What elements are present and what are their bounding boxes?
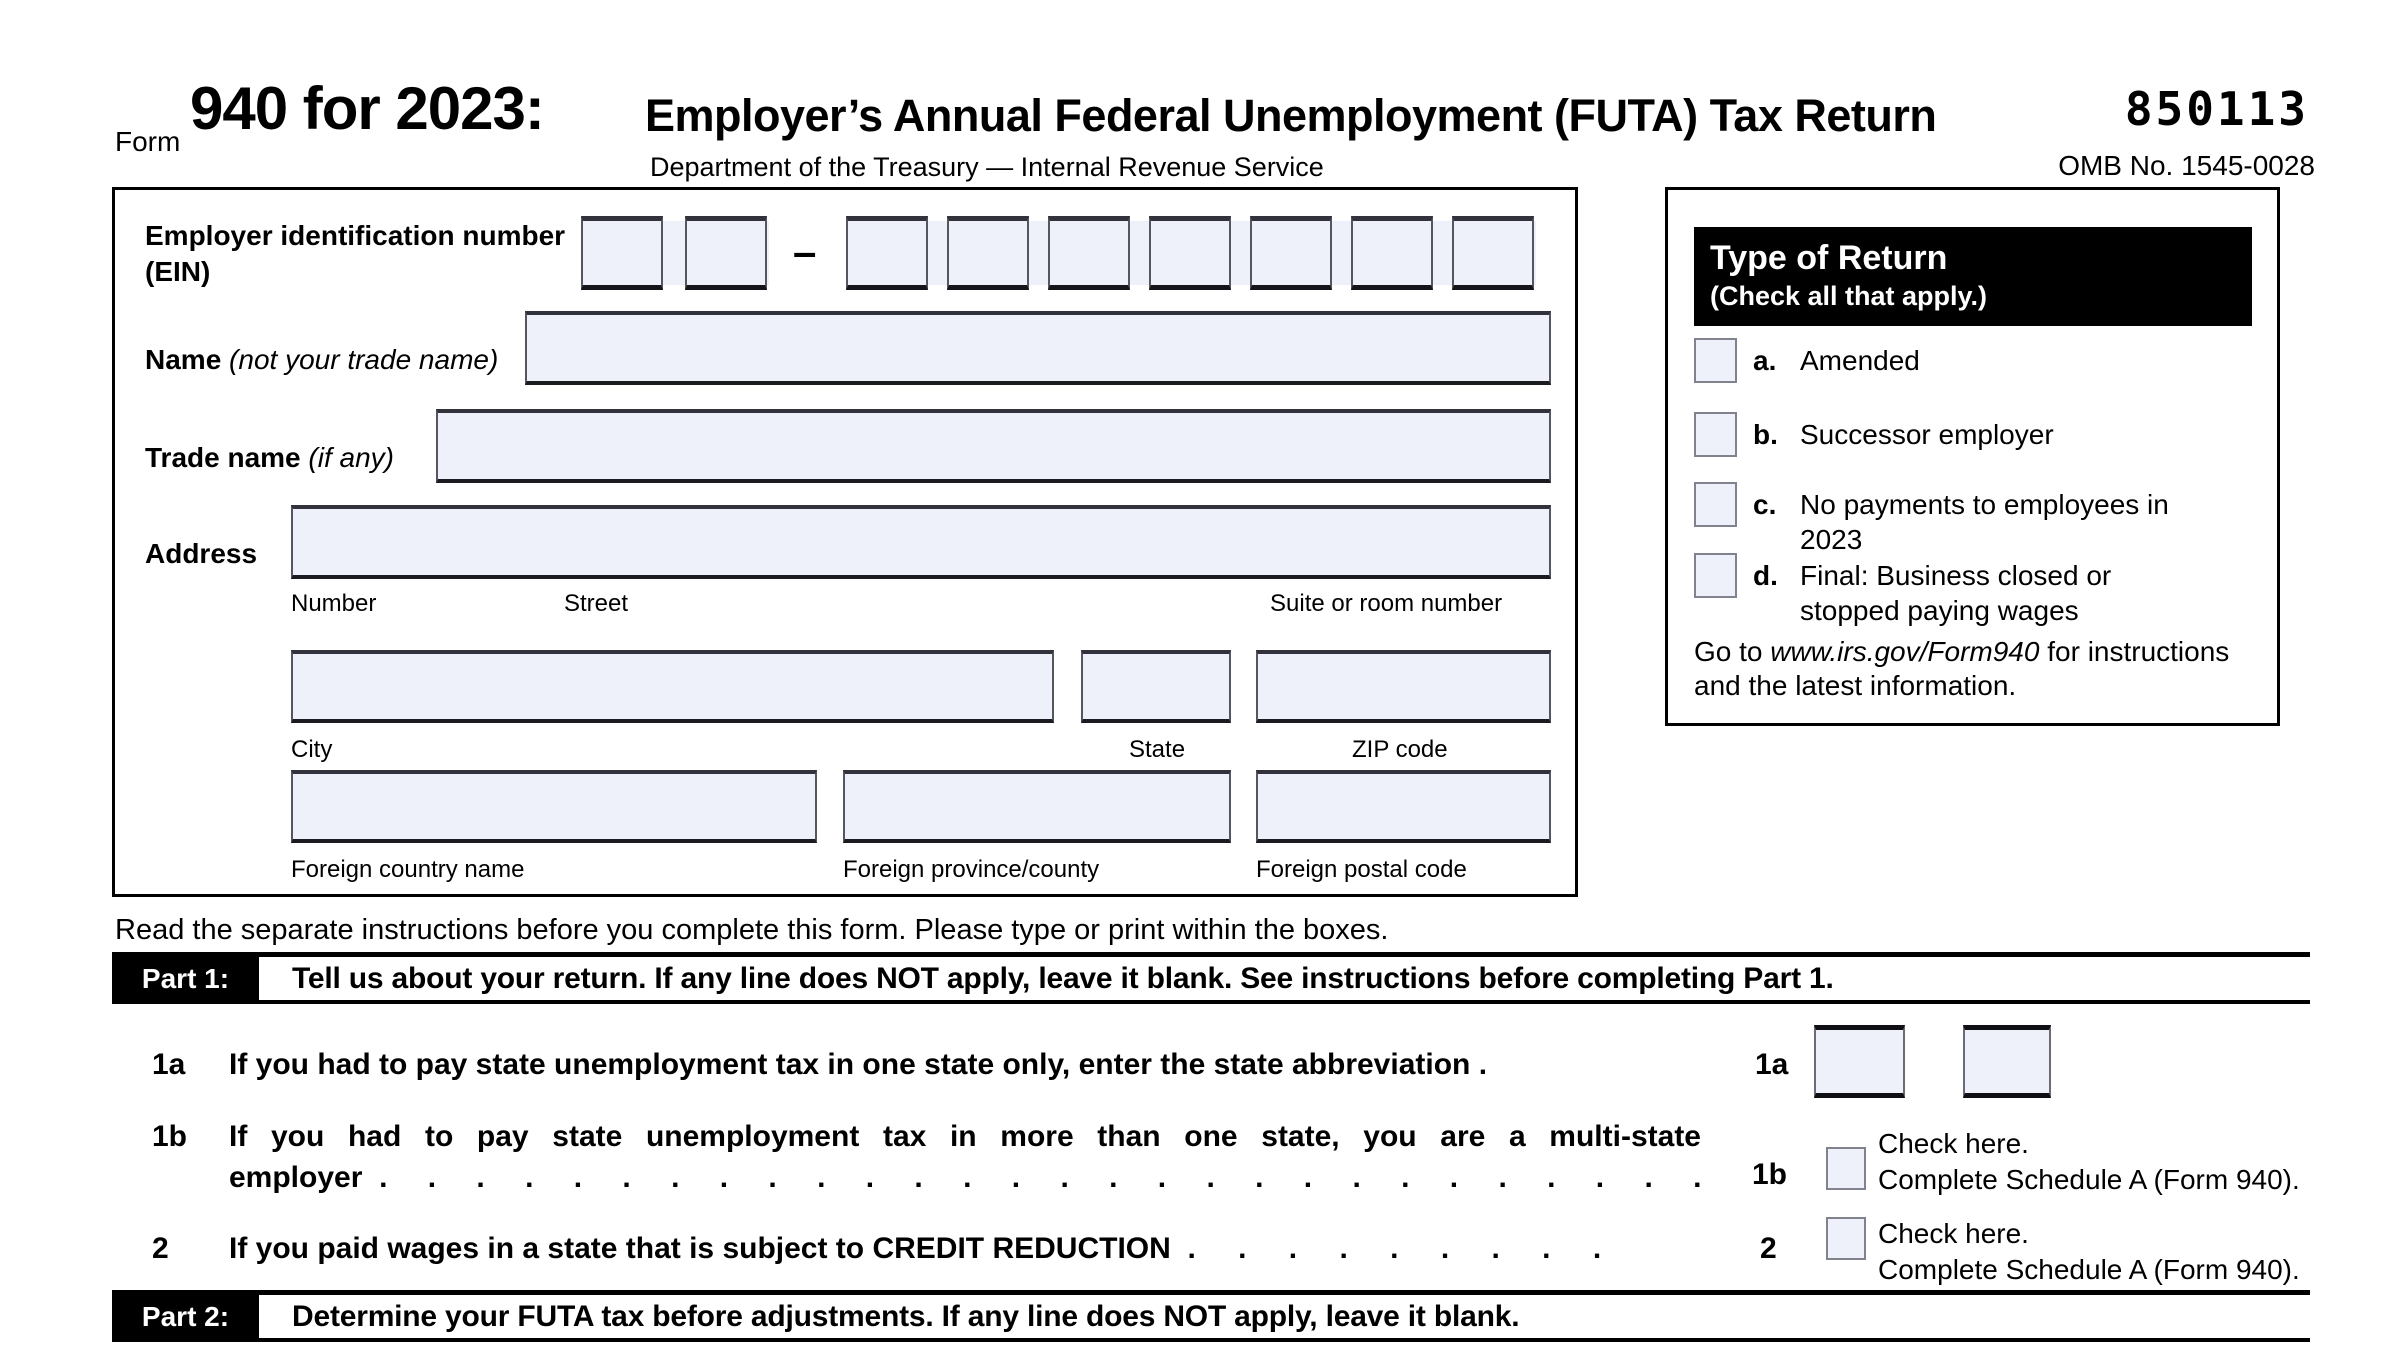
foreign-country-field[interactable] <box>291 770 817 843</box>
line-1b-dots: . . . . . . . . . . . . . . . . . . . . … <box>379 1161 1702 1194</box>
checkbox-2-credit-reduction[interactable] <box>1826 1217 1866 1260</box>
omb-number: OMB No. 1545-0028 <box>2058 150 2315 181</box>
catalog-code: 850113 <box>2124 82 2309 136</box>
option-no-payments-label: No payments to employees in 2023 <box>1800 489 2169 555</box>
footer-suffix: for instructions and the latest informat… <box>1694 636 2230 701</box>
form-number: 940 for 2023: <box>190 75 545 142</box>
line-2-text-main: If you paid wages in a state that is sub… <box>229 1232 1171 1265</box>
part1-label: Part 1: <box>112 957 259 1000</box>
foreign-postal-field[interactable] <box>1256 770 1551 843</box>
ein-box-5[interactable] <box>1048 216 1130 290</box>
line-2-num: 2 <box>152 1232 169 1265</box>
zip-field[interactable] <box>1256 650 1551 723</box>
city-field[interactable] <box>291 650 1054 723</box>
option-amended-key: a. <box>1753 345 1777 376</box>
name-label: Name <box>145 344 222 375</box>
option-successor-label: Successor employer <box>1800 419 2054 450</box>
line-1a-num: 1a <box>152 1048 186 1081</box>
option-final-key: d. <box>1753 560 1778 591</box>
street-sublabel: Street <box>564 590 629 617</box>
part1-title: Tell us about your return. If any line d… <box>292 961 1834 995</box>
ein-box-7[interactable] <box>1250 216 1332 290</box>
ein-label-suffix: (EIN) <box>145 256 211 287</box>
option-final: d. Final: Business closed or stopped pay… <box>1753 558 2210 628</box>
trade-name-label-row: Trade name (if any) <box>145 442 394 474</box>
type-of-return-subtitle: (Check all that apply.) <box>1710 281 1988 311</box>
line-2-right-num: 2 <box>1760 1232 1777 1265</box>
line-2-check-text1: Check here. <box>1878 1218 2029 1249</box>
option-amended-label: Amended <box>1800 345 1920 376</box>
form-word-label: Form <box>115 126 181 157</box>
line-1b-text-line1: If you had to pay state unemployment tax… <box>229 1120 1701 1153</box>
line-1a-text: If you had to pay state unemployment tax… <box>229 1048 1487 1082</box>
part2-title: Determine your FUTA tax before adjustmen… <box>292 1299 1520 1333</box>
state-sublabel: State <box>1129 736 1186 763</box>
checkbox-no-payments[interactable] <box>1694 482 1737 527</box>
option-no-payments: c. No payments to employees in 2023 <box>1753 487 2210 557</box>
line-1a-text-main: If you had to pay state unemployment tax… <box>229 1048 1471 1081</box>
instructions-note: Read the separate instructions before yo… <box>115 914 1389 946</box>
line-2-dots: . . . . . . . . . <box>1187 1232 1602 1265</box>
line-2-text: If you paid wages in a state that is sub… <box>229 1232 1601 1266</box>
footer-prefix: Go to <box>1694 636 1771 667</box>
ein-box-3[interactable] <box>846 216 928 290</box>
part2-label: Part 2: <box>112 1295 259 1338</box>
address-label: Address <box>145 538 258 569</box>
checkbox-successor-employer[interactable] <box>1694 412 1737 457</box>
trade-name-field[interactable] <box>436 409 1551 483</box>
option-successor-employer: b. Successor employer <box>1753 417 2054 452</box>
state-field[interactable] <box>1081 650 1231 723</box>
type-of-return-footer: Go to www.irs.gov/Form940 for instructio… <box>1694 635 2256 703</box>
department-line: Department of the Treasury — Internal Re… <box>650 152 1324 182</box>
line-1b-text-word: employer <box>229 1161 363 1194</box>
type-of-return-header: Type of Return (Check all that apply.) <box>1694 227 2252 326</box>
state-abbreviation-box-2[interactable] <box>1963 1025 2051 1098</box>
ein-box-9[interactable] <box>1452 216 1534 290</box>
checkbox-final-business-closed[interactable] <box>1694 553 1737 598</box>
line-1a-right-num: 1a <box>1755 1048 1789 1081</box>
number-sublabel: Number <box>291 590 377 617</box>
foreign-province-sublabel: Foreign province/county <box>843 856 1100 883</box>
line-1b-text-line2: employer . . . . . . . . . . . . . . . .… <box>229 1161 1702 1195</box>
foreign-country-sublabel: Foreign country name <box>291 856 525 883</box>
ein-box-1[interactable] <box>581 216 663 290</box>
option-final-label: Final: Business closed or stopped paying… <box>1800 560 2112 626</box>
part1-bar: Part 1: Tell us about your return. If an… <box>112 952 2310 1004</box>
line-1b-num: 1b <box>152 1120 188 1153</box>
option-amended: a. Amended <box>1753 343 1920 378</box>
option-successor-key: b. <box>1753 419 1778 450</box>
ein-box-8[interactable] <box>1351 216 1433 290</box>
zip-sublabel: ZIP code <box>1352 736 1448 763</box>
address-field[interactable] <box>291 505 1551 579</box>
type-of-return-title: Type of Return <box>1710 239 1948 277</box>
part2-bar: Part 2: Determine your FUTA tax before a… <box>112 1290 2310 1342</box>
line-1b-check-text2: Complete Schedule A (Form 940). <box>1878 1164 2300 1195</box>
checkbox-amended[interactable] <box>1694 338 1737 383</box>
page-title: Employer’s Annual Federal Unemployment (… <box>645 90 1937 141</box>
option-no-payments-key: c. <box>1753 489 1777 520</box>
ein-box-6[interactable] <box>1149 216 1231 290</box>
footer-link[interactable]: www.irs.gov/Form940 <box>1770 636 2040 667</box>
line-1b-right-num: 1b <box>1752 1158 1788 1191</box>
state-abbreviation-box-1[interactable] <box>1814 1025 1905 1098</box>
line-1a-dots: . <box>1478 1048 1488 1081</box>
trade-name-label: Trade name <box>145 442 301 473</box>
name-label-row: Name (not your trade name) <box>145 344 498 376</box>
trade-name-hint: (if any) <box>308 442 394 473</box>
ein-dash: – <box>793 228 817 275</box>
checkbox-1b-multistate[interactable] <box>1826 1147 1866 1190</box>
foreign-postal-sublabel: Foreign postal code <box>1256 856 1467 883</box>
name-hint: (not your trade name) <box>229 344 499 375</box>
suite-sublabel: Suite or room number <box>1270 590 1503 617</box>
ein-box-2[interactable] <box>685 216 767 290</box>
city-sublabel: City <box>291 736 333 763</box>
line-2-check-text2: Complete Schedule A (Form 940). <box>1878 1254 2300 1285</box>
name-field[interactable] <box>525 311 1551 385</box>
ein-label: Employer identification number <box>145 220 566 251</box>
foreign-province-field[interactable] <box>843 770 1231 843</box>
line-1b-check-text1: Check here. <box>1878 1128 2029 1159</box>
ein-box-4[interactable] <box>947 216 1029 290</box>
